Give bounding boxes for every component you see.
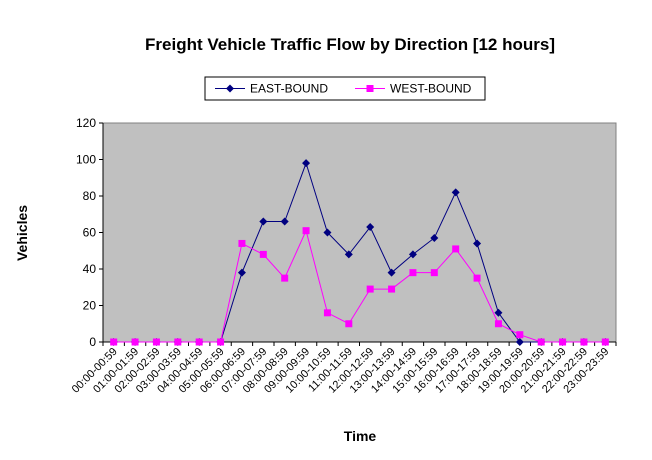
data-point <box>195 338 203 346</box>
data-point <box>430 233 439 242</box>
data-point <box>537 338 545 346</box>
data-point <box>280 217 289 226</box>
data-point <box>494 308 503 317</box>
data-point <box>366 285 374 293</box>
data-point <box>366 223 375 232</box>
data-point <box>344 250 353 259</box>
data-point <box>559 338 567 346</box>
data-point <box>217 338 225 346</box>
y-tick-label: 80 <box>83 189 97 203</box>
legend-box <box>204 76 486 101</box>
data-point <box>110 338 118 346</box>
data-point <box>516 331 524 339</box>
data-point <box>238 239 246 247</box>
legend-marker <box>366 85 374 92</box>
data-point <box>281 274 289 282</box>
data-point <box>302 159 311 168</box>
y-axis-label: Vehicles <box>14 205 30 261</box>
data-point <box>259 217 268 226</box>
x-axis-label: Time <box>344 428 377 444</box>
data-point <box>323 228 332 237</box>
data-point <box>259 250 267 258</box>
data-point <box>131 338 139 346</box>
data-point <box>408 250 417 259</box>
plot-area <box>102 122 617 343</box>
legend-label: WEST-BOUND <box>390 82 472 96</box>
y-tick-label: 100 <box>76 153 96 167</box>
legend-label: EAST-BOUND <box>250 82 328 96</box>
data-point <box>237 268 246 277</box>
data-point <box>387 268 396 277</box>
data-point <box>494 320 502 328</box>
data-point <box>174 338 182 346</box>
chart-title: Freight Vehicle Traffic Flow by Directio… <box>145 35 555 54</box>
data-point <box>515 338 524 346</box>
y-tick-label: 0 <box>89 335 96 349</box>
data-point <box>580 338 588 346</box>
y-tick-label: 120 <box>76 116 96 130</box>
data-point <box>473 239 482 248</box>
data-point <box>451 188 460 197</box>
data-point <box>601 338 609 346</box>
data-point <box>302 227 310 235</box>
data-point <box>409 269 417 277</box>
data-point <box>152 338 160 346</box>
y-tick-label: 20 <box>83 299 97 313</box>
data-point <box>388 285 396 293</box>
legend-marker <box>226 84 234 93</box>
data-point <box>430 269 438 277</box>
data-point <box>345 320 353 328</box>
data-point <box>452 245 460 253</box>
y-tick-label: 60 <box>83 226 97 240</box>
data-point <box>473 274 481 282</box>
y-tick-label: 40 <box>83 262 97 276</box>
data-point <box>323 309 331 317</box>
